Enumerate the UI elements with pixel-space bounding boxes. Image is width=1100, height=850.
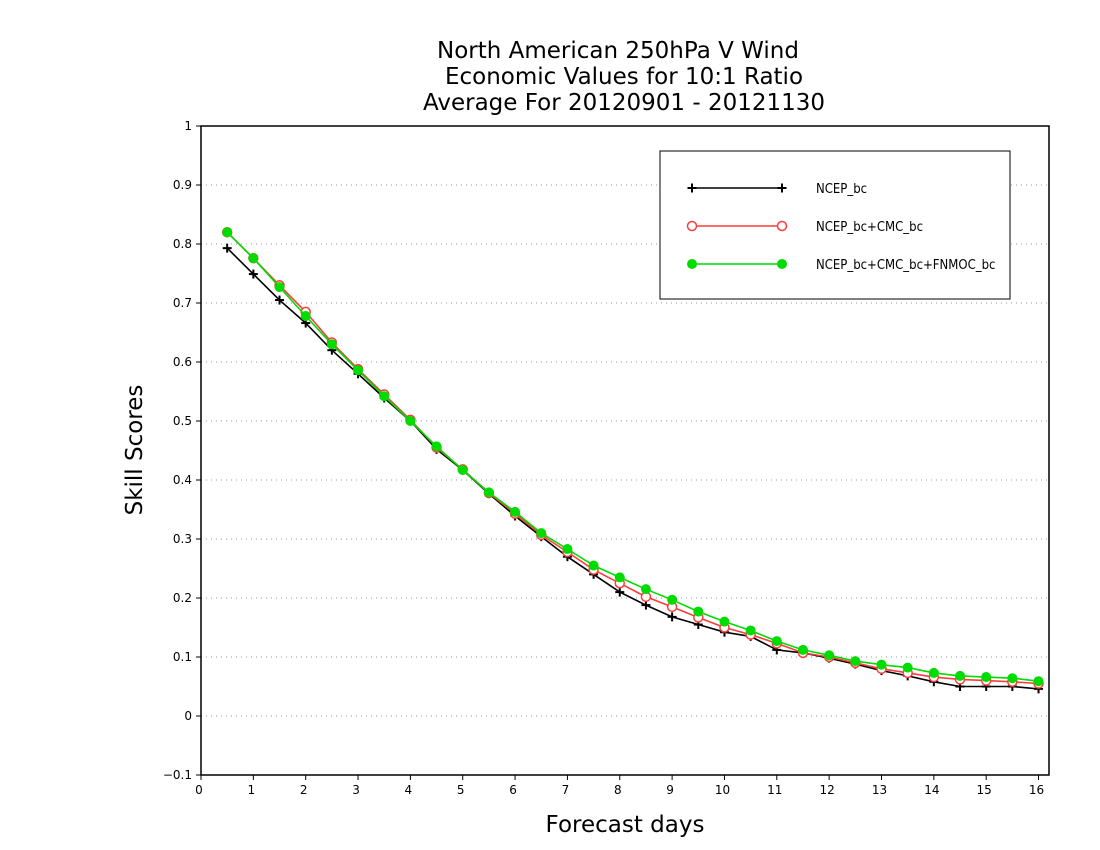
x-tick-label: 9 [666, 783, 674, 797]
data-point [405, 416, 416, 426]
data-point [274, 282, 285, 293]
y-tick-label: 0 [184, 709, 192, 723]
data-point [667, 612, 677, 622]
series-line [226, 247, 1039, 690]
y-tick-label: 0.1 [173, 650, 192, 664]
legend-marker-left [687, 183, 697, 193]
data-point [300, 310, 311, 321]
data-point [771, 636, 782, 647]
x-axis-ticks: 0 1 2 3 4 5 6 7 8 9 10 11 12 13 14 15 16 [195, 775, 1044, 797]
data-point [222, 243, 232, 253]
y-tick-label: −0.1 [163, 768, 192, 782]
y-tick-label: 0.5 [173, 414, 192, 428]
data-point [588, 560, 599, 571]
data-point [326, 339, 337, 350]
series-line [226, 231, 1039, 682]
chart-title-line-1: North American 250hPa V Wind [437, 38, 799, 64]
series-line [226, 231, 1039, 685]
data-point [483, 487, 494, 498]
x-tick-label: 4 [405, 783, 413, 797]
legend-marker-left [686, 220, 698, 232]
x-tick-label: 2 [300, 783, 308, 797]
data-point [248, 253, 259, 264]
data-point [536, 528, 547, 539]
data-point [614, 572, 625, 583]
x-tick-label: 15 [977, 783, 992, 797]
y-tick-label: 0.2 [173, 591, 192, 605]
legend: NCEP_bc NCEP_bc+CMC_bc NCEP_bc+CMC_bc+FNMO… [659, 150, 1011, 300]
data-point [615, 587, 625, 597]
legend-label: NCEP_bc [816, 182, 867, 197]
data-point [1007, 673, 1018, 684]
y-axis-label: Skill Scores [122, 385, 148, 516]
data-point [640, 584, 651, 595]
y-tick-label: 0.4 [173, 473, 192, 487]
data-point [1033, 676, 1044, 687]
y-tick-label: 0.6 [173, 355, 192, 369]
data-point [562, 544, 573, 555]
data-point [981, 672, 992, 683]
legend-item-3: NCEP_bc+CMC_bc+FNMOC_bc [687, 258, 995, 273]
x-axis-label: Forecast days [546, 812, 705, 838]
x-tick-label: 14 [924, 783, 939, 797]
y-tick-label: 0.3 [173, 532, 192, 546]
data-point [719, 616, 730, 627]
data-point [457, 464, 468, 475]
y-tick-label: 1 [184, 119, 192, 133]
data-point [353, 365, 364, 376]
plot-frame [200, 125, 1050, 776]
data-point [431, 441, 442, 452]
x-tick-label: 7 [562, 783, 570, 797]
data-point [248, 269, 258, 279]
x-tick-label: 5 [457, 783, 465, 797]
data-point [928, 667, 939, 678]
legend-box [659, 150, 1011, 300]
y-tick-label: 0.8 [173, 237, 192, 251]
data-point [876, 659, 887, 670]
y-axis-ticks: −0.1 0 0.1 0.2 0.3 0.4 0.5 0.6 0.7 0.8 0.9 1 [163, 119, 201, 782]
x-tick-label: 6 [509, 783, 517, 797]
series-3 [222, 227, 1044, 687]
x-tick-label: 16 [1029, 783, 1044, 797]
y-tick-label: 0.7 [173, 296, 192, 310]
data-point [510, 506, 521, 517]
legend-item-2: NCEP_bc+CMC_bc [686, 220, 923, 235]
data-point [641, 600, 651, 610]
series-1 [222, 243, 1044, 694]
x-tick-label: 0 [195, 783, 203, 797]
y-tick-label: 0.9 [173, 178, 192, 192]
x-tick-label: 3 [352, 783, 360, 797]
x-tick-label: 12 [820, 783, 835, 797]
data-point [693, 606, 704, 617]
x-tick-label: 13 [872, 783, 887, 797]
data-point [667, 594, 678, 605]
legend-marker-right [777, 183, 787, 193]
legend-marker-right [777, 259, 787, 269]
chart-title-line-2: Economic Values for 10:1 Ratio [445, 64, 803, 90]
legend-items: NCEP_bc NCEP_bc+CMC_bc NCEP_bc+CMC_bc+FNMO… [686, 182, 995, 273]
data-point [955, 670, 966, 681]
data-point [824, 650, 835, 661]
data-point [379, 391, 390, 402]
x-tick-label: 8 [614, 783, 622, 797]
x-tick-label: 10 [715, 783, 730, 797]
legend-marker-right [776, 220, 788, 232]
chart-title-line-3: Average For 20120901 - 20121130 [423, 90, 825, 116]
legend-label: NCEP_bc+CMC_bc [816, 220, 923, 235]
x-tick-label: 1 [248, 783, 256, 797]
data-point [797, 644, 808, 655]
legend-item-1: NCEP_bc [687, 182, 867, 197]
data-point [275, 295, 285, 305]
data-point [745, 625, 756, 636]
legend-marker-left [687, 259, 697, 269]
chart-title: North American 250hPa V Wind Economic Va… [423, 38, 825, 116]
data-point [850, 656, 861, 667]
legend-label: NCEP_bc+CMC_bc+FNMOC_bc [816, 258, 995, 273]
series-layer [221, 226, 1044, 694]
data-point [222, 227, 233, 238]
data-point [902, 662, 913, 673]
x-tick-label: 11 [767, 783, 782, 797]
